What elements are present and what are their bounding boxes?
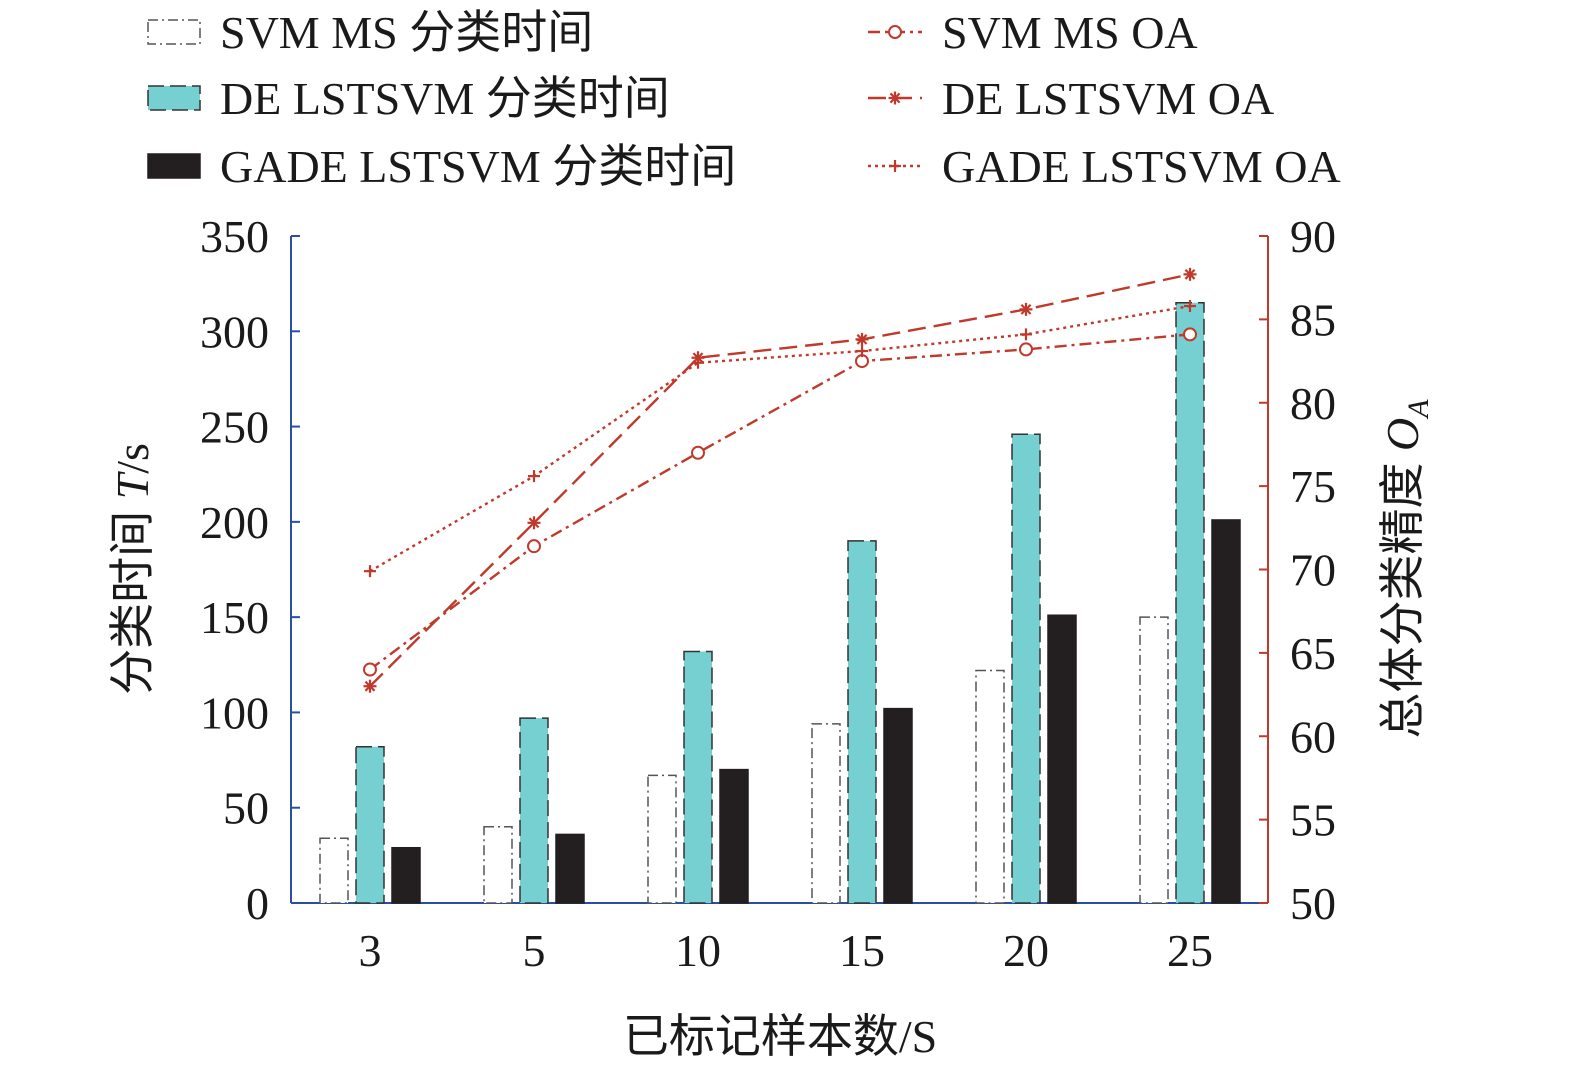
- y-left-tick-label: 300: [200, 306, 269, 357]
- bar-series-1-cat-15: [811, 723, 841, 904]
- y-right-tick-label: 50: [1290, 878, 1336, 929]
- bar-series-1-cat-25: [1139, 616, 1169, 904]
- line-point-series-1-cat-20: [1019, 342, 1033, 357]
- y-right-tick-label: 65: [1290, 628, 1336, 679]
- legend-swatch-bar-3: [147, 153, 201, 179]
- y-left-tick-label: 50: [223, 783, 269, 834]
- x-tick-label: 20: [1003, 925, 1049, 976]
- y-left-tick-label: 200: [200, 497, 269, 548]
- line-point-series-2-cat-15: [855, 332, 869, 346]
- x-tick-label: 15: [839, 925, 885, 976]
- axes-group: 0 50 100 150 200 250 300 350 50 55 60 65 70 75 80 85 90 3…: [200, 211, 1336, 976]
- legend-label-bar-2: DE LSTSVM 分类时间: [220, 73, 670, 124]
- line-point-series-3-cat-15: [856, 345, 868, 358]
- line-point-series-1-cat-3: [363, 662, 377, 677]
- bar-series-3-cat-3: [391, 846, 421, 904]
- line-point-series-3-cat-10: [692, 356, 704, 369]
- legend-marker-3: [889, 160, 901, 172]
- x-tick-label: 3: [359, 925, 382, 976]
- bar-series-3-cat-20: [1047, 614, 1077, 904]
- bar-series-3-cat-25: [1211, 519, 1241, 904]
- line-point-series-1-cat-5: [527, 539, 541, 554]
- legend-label-line-3: GADE LSTSVM OA: [942, 141, 1341, 192]
- y-right-tick-label: 70: [1290, 545, 1336, 596]
- line-point-series-2-cat-25: [1183, 267, 1197, 281]
- lines-group: [363, 267, 1197, 693]
- line-point-series-3-cat-3: [364, 565, 376, 578]
- x-tick-label: 5: [523, 925, 546, 976]
- bar-series-2-cat-25: [1175, 301, 1205, 904]
- line-series-3: [369, 304, 1191, 573]
- bar-series-2-cat-15: [847, 540, 877, 904]
- y-left-tick-label: 150: [200, 592, 269, 643]
- y-right-tick-label: 55: [1290, 795, 1336, 846]
- line-point-series-1-cat-25: [1183, 327, 1197, 342]
- bar-series-1-cat-3: [319, 837, 349, 904]
- y-left-tick-label: 0: [246, 878, 269, 929]
- legend-label-bar-3: GADE LSTSVM 分类时间: [220, 141, 736, 192]
- x-axis-title: 已标记样本数/S: [623, 1011, 937, 1062]
- bar-series-2-cat-5: [519, 717, 549, 904]
- y-left-tick-label: 250: [200, 402, 269, 453]
- x-tick-label: 25: [1167, 925, 1213, 976]
- legend-swatch-bar-2: [147, 85, 201, 111]
- bar-series-1-cat-10: [647, 774, 677, 904]
- y-right-tick-label: 90: [1290, 211, 1336, 262]
- legend-label-bar-1: SVM MS 分类时间: [220, 7, 593, 58]
- y-axis-right-title: 总体分类精度 OA: [1377, 399, 1435, 739]
- bar-series-2-cat-3: [355, 745, 385, 904]
- line-point-series-3-cat-5: [528, 470, 540, 483]
- legend-label-line-2: DE LSTSVM OA: [942, 73, 1274, 124]
- legend-marker-1: [888, 25, 902, 39]
- bar-series-2-cat-20: [1011, 433, 1041, 904]
- line-point-series-2-cat-3: [363, 679, 377, 693]
- line-series-2: [369, 273, 1191, 688]
- y-right-tick-label: 60: [1290, 711, 1336, 762]
- legend-label-line-1: SVM MS OA: [942, 7, 1198, 58]
- line-point-series-1-cat-10: [691, 445, 705, 460]
- y-right-tick-label: 75: [1290, 461, 1336, 512]
- bar-series-1-cat-5: [483, 826, 513, 904]
- line-point-series-2-cat-5: [527, 516, 541, 530]
- bar-series-3-cat-5: [555, 833, 585, 904]
- line-point-series-2-cat-20: [1019, 302, 1033, 316]
- y-right-tick-label: 85: [1290, 294, 1336, 345]
- y-left-tick-label: 100: [200, 687, 269, 738]
- bar-series-2-cat-10: [683, 650, 713, 904]
- y-left-tick-label: 350: [200, 211, 269, 262]
- line-point-series-3-cat-25: [1184, 300, 1196, 313]
- bar-series-1-cat-20: [975, 669, 1005, 904]
- y-axis-left-title: 分类时间 T/s: [107, 443, 158, 695]
- bar-series-3-cat-10: [719, 768, 749, 904]
- legend-group: SVM MS 分类时间 DE LSTSVM 分类时间 GADE LSTSVM 分类时…: [147, 7, 1341, 192]
- legend-marker-2: [888, 91, 902, 105]
- y-right-tick-label: 80: [1290, 378, 1336, 429]
- bar-series-3-cat-15: [883, 707, 913, 904]
- bars-group: [319, 301, 1241, 904]
- line-point-series-3-cat-20: [1020, 328, 1032, 341]
- x-tick-label: 10: [675, 925, 721, 976]
- axis-titles-group: 已标记样本数/S 分类时间 T/s 总体分类精度 OA: [107, 399, 1435, 1062]
- legend-swatch-bar-1: [147, 19, 201, 45]
